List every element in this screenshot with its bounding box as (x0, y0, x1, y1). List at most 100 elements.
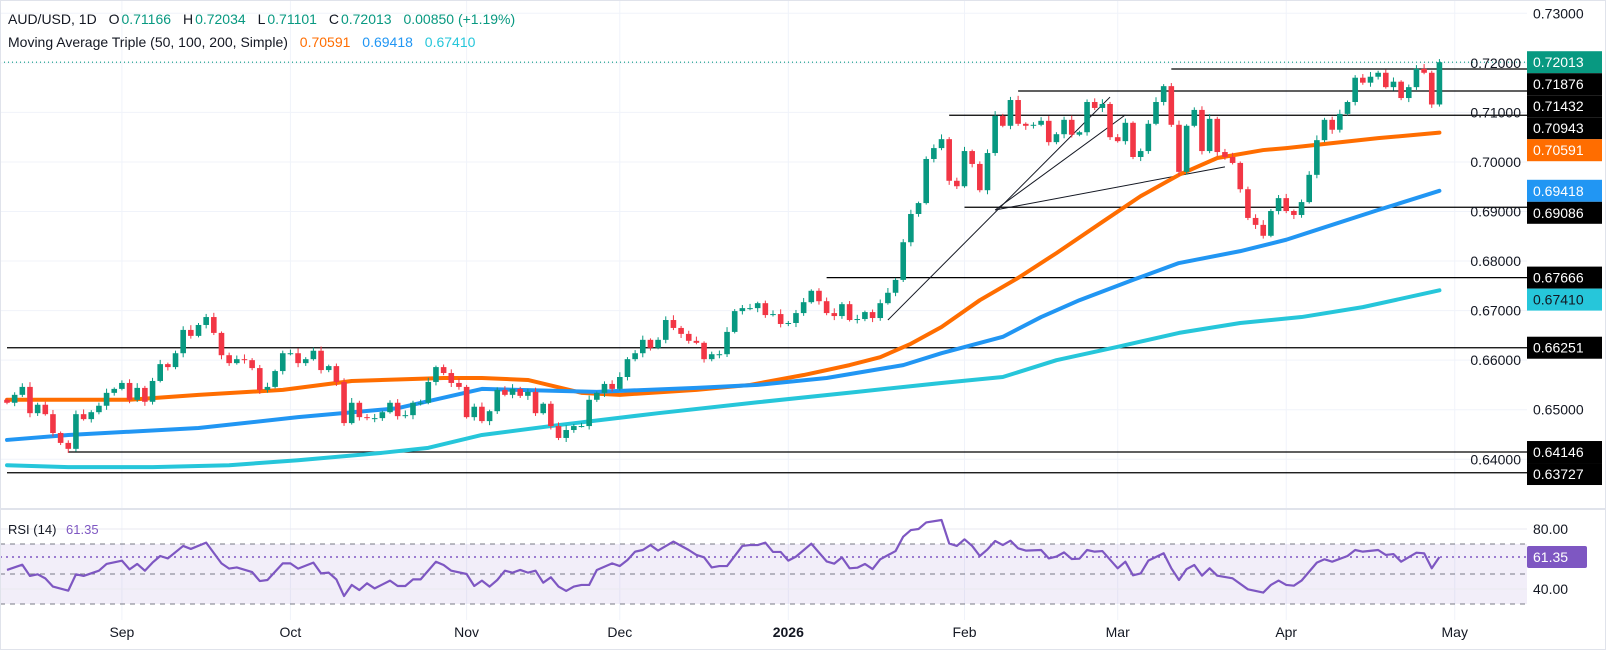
candle-body (1206, 118, 1213, 152)
candle-body (1007, 100, 1014, 126)
candle-body (1168, 86, 1175, 125)
price-badge-label: 0.67666 (1533, 270, 1584, 286)
price-tick-label: 0.69000 (1470, 204, 1521, 220)
candle-body (639, 339, 646, 354)
candle-body (548, 403, 554, 427)
price-badge (1527, 201, 1602, 224)
candle-body (1030, 124, 1037, 126)
candle-body (647, 339, 654, 348)
price-tick-label: 0.68000 (1470, 253, 1521, 269)
candle-body (96, 405, 102, 413)
candle-body (731, 311, 738, 332)
rsi-legend: RSI (14) 61.35 (8, 522, 99, 537)
candle-body (846, 304, 853, 321)
candle-body (555, 426, 562, 438)
candle-body (777, 314, 784, 324)
candle-body (448, 373, 455, 383)
price-badge-label: 0.66251 (1533, 340, 1584, 356)
price-badge-label: 0.71876 (1533, 76, 1584, 92)
candle-body (1214, 118, 1221, 153)
candle-body (662, 320, 669, 340)
candle-body (862, 312, 868, 320)
candle-body (1421, 68, 1427, 73)
candle-body (1068, 119, 1075, 135)
candle-body (1383, 72, 1389, 88)
candle-body (938, 139, 945, 149)
candle-body (1337, 113, 1343, 130)
candle-body (1137, 151, 1144, 158)
candle-body (525, 391, 531, 396)
time-tick-label: Nov (454, 624, 479, 640)
symbol-title: AUD/USD, 1D (8, 11, 97, 27)
candle-body (571, 426, 577, 431)
candle-body (1176, 124, 1182, 172)
candle-body (310, 350, 317, 360)
candle-body (624, 359, 631, 378)
candle-body (1022, 123, 1029, 126)
price-badge (1527, 336, 1602, 359)
candle-body (325, 366, 332, 371)
candle-body (19, 386, 26, 395)
candle-body (885, 292, 891, 304)
candle-body (394, 402, 401, 417)
candle-body (1130, 122, 1136, 158)
candle-body (1344, 102, 1351, 114)
rsi-tick-label: 80.00 (1533, 521, 1568, 537)
candle-body (1252, 217, 1259, 225)
price-badge (1527, 463, 1602, 486)
candle-body (341, 381, 347, 424)
candle-body (34, 404, 41, 414)
candle-body (1061, 119, 1067, 135)
candle-body (1375, 72, 1381, 77)
candle-body (1436, 62, 1443, 105)
candle-body (617, 377, 623, 389)
candle-body (1222, 152, 1228, 158)
candle-body (440, 367, 447, 374)
candle-body (256, 368, 263, 390)
candle-body (88, 412, 95, 420)
candle-body (594, 392, 600, 400)
candle-body (1398, 81, 1404, 99)
candle-body (724, 331, 730, 355)
price-tick-label: 0.64000 (1470, 451, 1521, 467)
candle-body (134, 387, 141, 400)
candle-body (655, 339, 661, 348)
price-badge-label: 0.67410 (1533, 292, 1584, 308)
candle-body (1038, 120, 1044, 125)
candle-body (708, 354, 715, 360)
candle-body (1153, 102, 1159, 124)
rsi-tick-label: 40.00 (1533, 581, 1568, 597)
candle-body (1275, 198, 1282, 212)
candle-body (701, 342, 707, 360)
candle-body (180, 329, 186, 354)
candle-body (1199, 109, 1205, 152)
trend-line (994, 114, 1126, 211)
candle-body (992, 115, 998, 154)
candle-body (1291, 211, 1297, 215)
candle-body (770, 314, 776, 316)
candle-body (1107, 103, 1113, 138)
moving-average-line (5, 288, 1442, 470)
candle-body (632, 353, 638, 360)
candle-body (73, 414, 79, 449)
candle-body (333, 366, 340, 382)
candle-body (279, 353, 286, 372)
candle-body (1329, 119, 1335, 130)
price-badge (1527, 51, 1602, 74)
rsi-badge (1527, 545, 1587, 568)
candle-body (877, 303, 884, 319)
price-badge (1527, 288, 1602, 311)
candle-body (854, 319, 861, 321)
candle-body (188, 329, 194, 336)
ma50-value: 0.70591 (299, 34, 351, 50)
candle-body (433, 367, 439, 382)
time-tick-label: May (1442, 624, 1468, 640)
candle-body (1122, 122, 1129, 142)
candle-body (1268, 211, 1274, 236)
moving-average-line (5, 188, 1442, 442)
candle-body (1114, 137, 1121, 142)
time-tick-label: Mar (1106, 624, 1130, 640)
candle-body (379, 412, 386, 419)
candle-body (869, 312, 876, 319)
